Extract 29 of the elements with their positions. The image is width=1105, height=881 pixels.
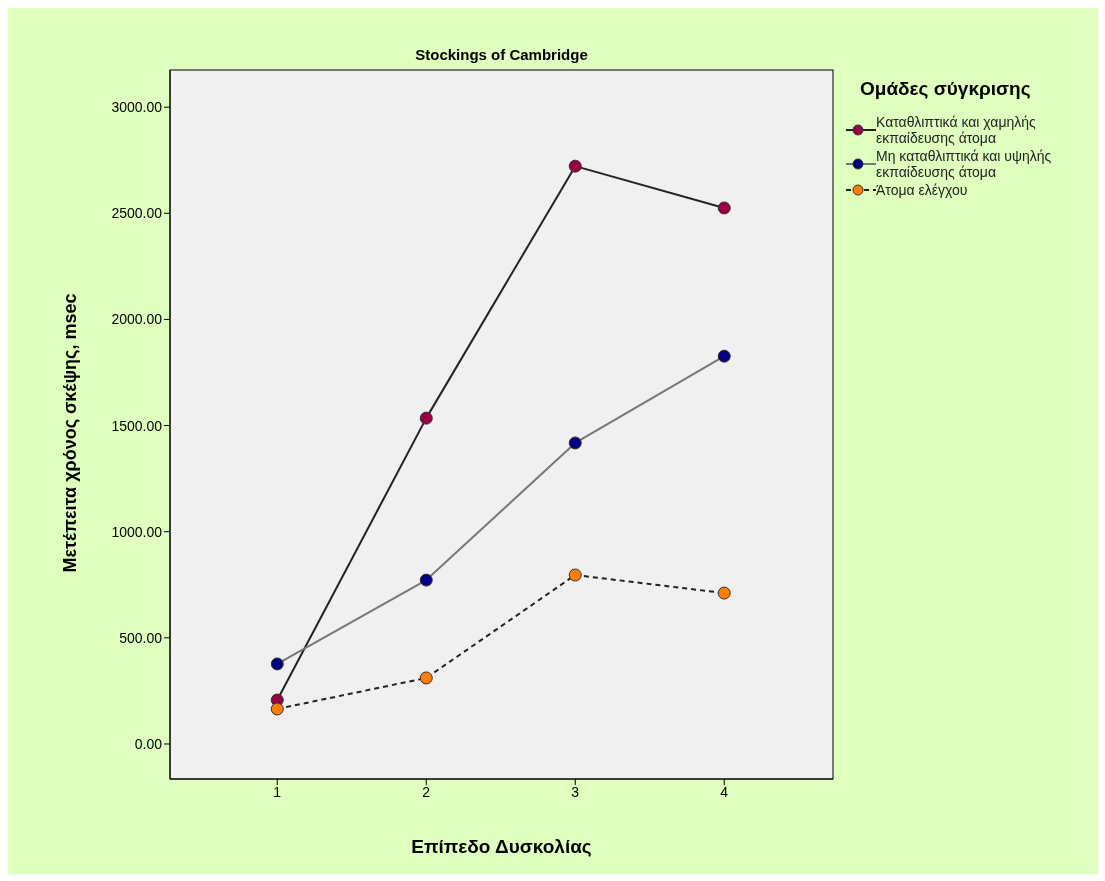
y-tick-label: 0.00 [134, 735, 163, 752]
point [270, 702, 284, 716]
y-tick-label: 500.00 [119, 629, 163, 646]
legend-label: Άτομα ελέγχου [876, 182, 969, 198]
x-tick-label: 1 [273, 783, 282, 800]
point [419, 671, 433, 685]
y-tick-label: 1000.00 [111, 523, 163, 540]
point [717, 201, 731, 215]
y-tick-label: 3000.00 [111, 99, 163, 116]
point [717, 349, 731, 363]
legend-title: Ομάδες σύγκρισης [860, 78, 1032, 100]
chart-title: Stockings of Cambridge [414, 46, 589, 63]
x-tick-label: 3 [571, 783, 580, 800]
point [270, 657, 284, 671]
y-tick-label: 1500.00 [111, 417, 163, 434]
point [568, 568, 582, 582]
y-axis-title: Μετέπειτα χρόνος σκέψης, msec [59, 293, 81, 573]
legend-label: Καταθλιπτικά και χαμηλής εκπαίδευσης άτομα [876, 114, 1037, 146]
x-tick-label: 4 [720, 783, 729, 800]
point [568, 159, 582, 173]
point [419, 573, 433, 587]
y-tick-label: 2500.00 [111, 205, 163, 222]
y-tick-label: 2000.00 [111, 311, 163, 328]
point [568, 436, 582, 450]
point [717, 586, 731, 600]
legend-label: Μη καταθλιπτικά και υψηλής εκπαίδευσης άτομα [876, 148, 1053, 180]
point [419, 411, 433, 425]
x-tick-label: 2 [422, 783, 431, 800]
x-axis-title: Επίπεδο Δυσκολίας [410, 836, 593, 858]
